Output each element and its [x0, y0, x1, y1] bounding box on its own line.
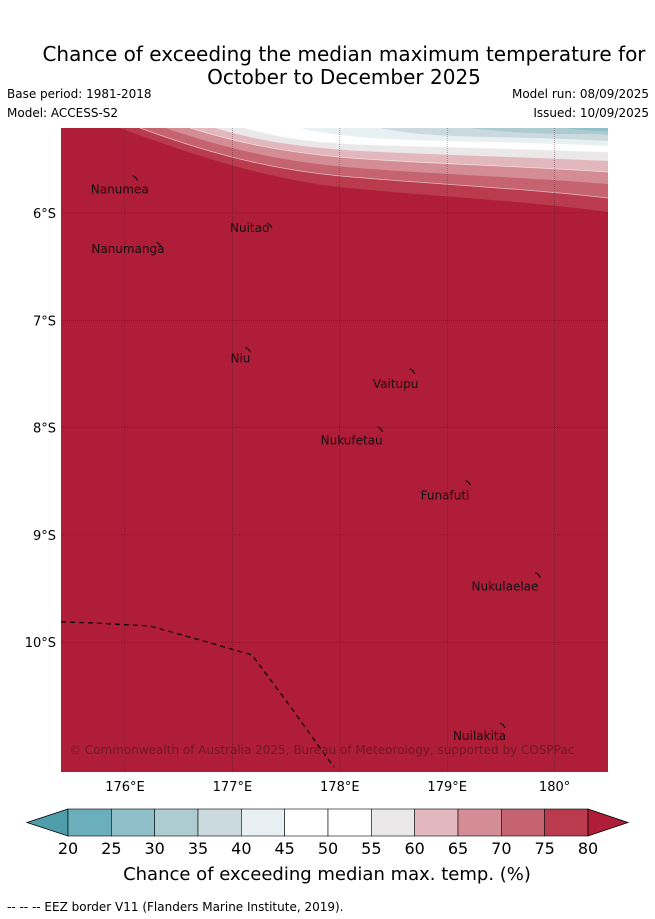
place-label: Nukufetau	[321, 434, 383, 448]
lat-tick-label: 7°S	[33, 314, 56, 329]
colorbar-tick-label: 40	[231, 839, 251, 858]
band-30	[565, 128, 608, 131]
colorbar-segment	[544, 808, 589, 837]
place-labels: Nanumea Nuitao Nanumanga Niu Vaitupu Nukufeta…	[91, 175, 541, 743]
colorbar-segment	[371, 808, 415, 837]
probability-field	[61, 128, 608, 772]
band-35	[470, 128, 608, 135]
lon-tick-label: 176°E	[105, 780, 145, 795]
colorbar-tick-label: 25	[101, 839, 121, 858]
graticule	[61, 128, 608, 772]
island-marker	[535, 572, 541, 579]
colorbar-segment	[197, 808, 242, 837]
colorbar-tick-label: 50	[318, 839, 338, 858]
colorbar-segment	[327, 808, 372, 837]
colorbar-segment	[67, 808, 112, 837]
colorbar-tick-label: 80	[578, 839, 598, 858]
island-marker	[245, 346, 252, 353]
colorbar-segment	[457, 808, 502, 837]
colorbar-segment	[284, 808, 329, 837]
colorbar-segment	[241, 808, 285, 837]
place-label: Nanumanga	[91, 242, 164, 256]
colorbar-segment	[501, 808, 545, 837]
colorbar: 20 25 30 35 40 45 50 55 60 65 70 75 80	[25, 808, 630, 858]
colorbar-tick-label: 55	[361, 839, 381, 858]
lat-tick-label: 6°S	[33, 207, 56, 222]
colorbar-low-extend	[25, 808, 69, 837]
colorbar-tick-label: 70	[491, 839, 511, 858]
island-marker	[377, 426, 384, 433]
colorbar-label: Chance of exceeding median max. temp. (%…	[123, 864, 531, 885]
map-title-line-2: October to December 2025	[207, 65, 481, 89]
field-80-plus	[61, 128, 608, 772]
longitude-ticks: 176°E 177°E 178°E 179°E 180°	[105, 780, 570, 795]
lat-tick-label: 8°S	[33, 422, 56, 437]
place-label: Vaitupu	[373, 377, 419, 391]
island-marker	[266, 222, 273, 229]
island-marker	[132, 175, 139, 181]
lon-tick-label: 180°	[539, 780, 570, 795]
base-period: Base period: 1981-2018	[7, 87, 152, 101]
island-marker	[409, 368, 416, 375]
colorbar-tick-label: 65	[448, 839, 468, 858]
colorbar-tick-label: 45	[274, 839, 294, 858]
colorbar-tick-label: 30	[144, 839, 164, 858]
place-label: Funafuti	[421, 488, 470, 502]
model-run: Model run: 08/09/2025	[511, 87, 649, 101]
colorbar-segment	[414, 808, 459, 837]
place-label: Nuilakita	[453, 729, 506, 743]
place-label: Niu	[231, 351, 251, 365]
colorbar-tick-label: 75	[534, 839, 554, 858]
colorbar-tick-label: 20	[58, 839, 78, 858]
issued-date: Issued: 10/09/2025	[533, 106, 649, 120]
lon-tick-label: 179°E	[427, 780, 467, 795]
lat-tick-label: 9°S	[33, 529, 56, 544]
island-marker	[499, 722, 506, 729]
lon-tick-label: 178°E	[320, 780, 360, 795]
eez-border	[60, 621, 335, 768]
colorbar-tick-label: 60	[404, 839, 424, 858]
place-label: Nanumea	[91, 183, 149, 197]
colorbar-tick-label: 35	[188, 839, 208, 858]
place-label: Nukulaelae	[471, 580, 538, 594]
lat-tick-label: 10°S	[25, 636, 56, 651]
colorbar-high-extend	[587, 808, 630, 837]
eez-legend-note: -- -- -- EEZ border V11 (Flanders Marine…	[7, 900, 344, 914]
map-title-line-1: Chance of exceeding the median maximum t…	[42, 42, 646, 66]
lon-tick-label: 177°E	[213, 780, 253, 795]
island-marker	[465, 479, 472, 486]
colorbar-segment	[111, 808, 155, 837]
island-marker	[156, 241, 162, 248]
place-label: Nuitao	[230, 221, 269, 235]
colorbar-segment	[154, 808, 199, 837]
latitude-ticks: 6°S 7°S 8°S 9°S 10°S	[25, 207, 56, 651]
credit-text: © Commonwealth of Australia 2025, Bureau…	[69, 743, 574, 757]
model-name: Model: ACCESS-S2	[7, 106, 119, 120]
